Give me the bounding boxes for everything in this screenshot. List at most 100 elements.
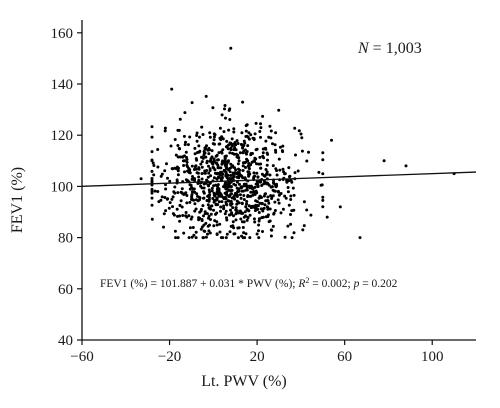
data-point [223,212,227,216]
data-point [249,133,253,137]
data-point [172,213,176,217]
data-point [241,151,245,155]
data-point [212,159,216,163]
data-point [240,202,244,206]
data-point [183,143,187,147]
data-point [258,130,262,133]
data-point [193,209,197,213]
data-point [196,199,200,203]
data-point [220,113,224,117]
data-point [264,139,268,143]
data-point [200,172,204,175]
data-point [201,133,205,136]
data-point [235,139,239,143]
data-point [217,151,221,155]
data-point [264,168,268,171]
data-point [251,136,255,140]
data-point [185,160,189,164]
data-point [197,144,201,148]
data-point [256,207,260,211]
data-point [183,111,187,115]
data-point [299,132,303,136]
data-point [269,194,273,198]
data-point [261,151,265,155]
data-point [169,144,173,148]
data-point [261,215,265,219]
data-point [225,232,229,236]
data-point [273,200,277,204]
x-tick-label: −60 [70,349,93,365]
data-point [175,178,179,182]
data-point [232,127,236,131]
data-point [235,175,239,179]
data-point [150,150,154,154]
data-point [215,211,219,215]
data-point [210,186,214,190]
data-point [319,183,323,187]
data-point [224,174,228,178]
data-point [195,131,199,135]
data-point [200,155,203,159]
data-point [247,166,251,170]
data-point [180,191,184,195]
data-point [258,155,262,159]
data-point [229,46,233,50]
data-point [258,201,262,205]
data-point [225,187,229,191]
data-point [245,218,249,222]
data-point [222,130,226,134]
data-point [205,144,208,148]
data-point [216,158,220,162]
data-point [220,200,224,204]
data-point [234,183,238,187]
data-point [300,149,304,153]
data-point [278,145,282,149]
data-point [220,151,224,155]
data-point [233,197,237,201]
data-point [244,188,248,192]
data-point [156,148,160,151]
data-point [257,219,261,223]
data-point [150,217,154,221]
data-point [175,207,179,211]
data-point [245,207,249,211]
data-point [227,128,231,132]
y-tick-label: 100 [51,179,74,195]
data-point [238,193,242,197]
data-point [215,233,219,236]
data-point [231,171,235,175]
data-point [190,186,194,189]
data-point [267,183,271,187]
data-point [217,166,221,170]
data-point [258,194,262,198]
data-point [207,199,211,203]
data-point [204,94,208,98]
data-point [277,108,281,112]
data-point [271,194,275,198]
data-point [286,190,290,194]
data-point [241,164,245,168]
data-point [200,165,204,169]
data-point [219,205,223,209]
data-point [239,210,243,214]
data-point [273,189,277,193]
data-point [208,223,211,227]
data-point [150,159,154,163]
data-point [199,162,203,166]
r-superscript: 2 [305,276,309,285]
data-point [150,125,154,129]
data-point [271,142,274,146]
data-point [184,178,188,182]
data-point [274,167,278,171]
data-point [235,195,239,198]
data-point [246,215,250,219]
data-point [231,206,235,210]
data-point [226,160,229,164]
data-point [178,203,182,207]
data-point [209,207,213,211]
data-point [159,174,163,178]
data-point [207,164,210,168]
data-point [193,146,197,150]
data-point [301,228,305,232]
data-point [267,135,271,139]
